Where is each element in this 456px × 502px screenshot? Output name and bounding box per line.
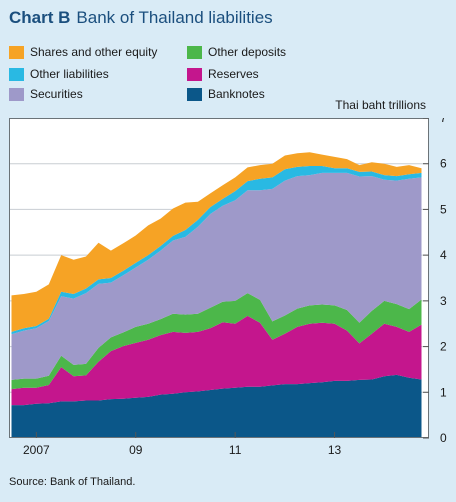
legend-swatch — [9, 45, 24, 59]
y-tick-label: 6 — [440, 157, 447, 171]
y-tick-label: 5 — [440, 202, 447, 216]
y-tick-label: 2 — [440, 340, 447, 354]
legend-item-securities: Securities — [9, 87, 83, 101]
legend-label: Other liabilities — [30, 67, 109, 81]
legend-item-other-deposits: Other deposits — [187, 45, 286, 59]
area-securities — [11, 172, 422, 380]
area-banknotes — [11, 374, 422, 438]
legend-swatch — [9, 87, 24, 101]
legend-swatch — [187, 45, 202, 59]
x-tick-label: 09 — [129, 443, 143, 457]
legend-label: Banknotes — [208, 87, 265, 101]
legend-item-other-liabilities: Other liabilities — [9, 67, 109, 81]
chart-title-text: Bank of Thailand liabilities — [76, 8, 273, 27]
y-tick-label: 4 — [440, 248, 447, 262]
legend-item-shares: Shares and other equity — [9, 45, 157, 59]
legend-swatch — [187, 67, 202, 81]
plot-frame — [9, 118, 429, 438]
legend-label: Shares and other equity — [30, 45, 158, 59]
plot-area: 0 1 2 3 4 5 6 7 2007 09 11 13 — [9, 118, 447, 457]
chart-label: Chart B — [9, 8, 71, 27]
area-shares-and-other-equity — [11, 152, 422, 332]
y-tick-label: 1 — [440, 385, 447, 399]
x-tick-label: 2007 — [23, 443, 50, 457]
x-tick-label: 13 — [328, 443, 342, 457]
legend: Shares and other equity Other liabilitie… — [9, 45, 286, 107]
area-other-deposits — [11, 293, 422, 390]
legend-label: Reserves — [208, 67, 259, 81]
legend-label: Securities — [30, 87, 83, 101]
y-tick-label: 0 — [440, 431, 447, 445]
source-note: Source: Bank of Thailand. — [9, 476, 136, 488]
legend-item-reserves: Reserves — [187, 67, 259, 81]
legend-swatch — [187, 87, 202, 101]
chart-title: Chart B Bank of Thailand liabilities — [9, 8, 273, 28]
x-tick-label: 11 — [229, 443, 242, 457]
y-axis-unit: Thai baht trillions — [335, 98, 426, 112]
chart-svg: 0 1 2 3 4 5 6 7 2007 09 11 13 — [9, 118, 447, 457]
y-tick-label: 7 — [440, 118, 447, 125]
y-tick-label: 3 — [440, 294, 447, 308]
legend-item-banknotes: Banknotes — [187, 87, 265, 101]
area-reserves — [11, 315, 422, 406]
legend-swatch — [9, 67, 24, 81]
legend-label: Other deposits — [208, 45, 287, 59]
